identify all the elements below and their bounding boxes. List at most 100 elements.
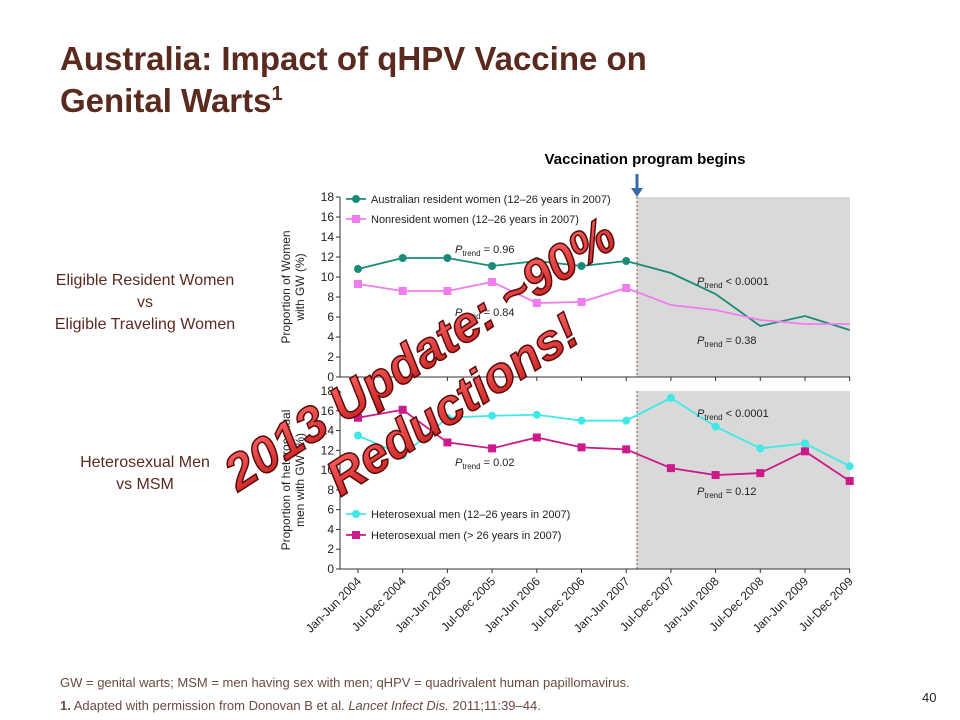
p-value: < 0.0001 [723,408,769,420]
men-label-line1: Heterosexual Men [80,454,210,471]
data-point [398,405,407,414]
y-tick-label: 8 [327,290,334,304]
p-subscript: trend [704,413,722,422]
p-value: < 0.0001 [723,276,769,288]
data-point [577,262,586,270]
y-tick-label: 18 [321,384,335,398]
citation-post: 2011;11:39–44. [448,698,541,713]
p-trend-annotation: Ptrend = 0.84 [455,307,515,321]
y-tick-label: 16 [321,404,335,418]
data-point [488,262,497,270]
data-point [443,413,452,422]
legend-label: Australian resident women (12–26 years i… [371,194,611,206]
y-tick-label: 12 [321,443,335,457]
data-point [577,298,586,306]
series-line [357,257,850,331]
y-tick-label: 12 [321,250,335,264]
p-symbol: P [697,276,705,288]
data-point [845,476,854,485]
p-subscript: trend [704,281,722,290]
p-value: = 0.96 [481,244,515,256]
legend-marker [352,215,360,223]
data-point [354,413,362,422]
series-line [357,396,851,467]
data-point [622,284,631,292]
title-line1: Australia: Impact of qHPV Vaccine on [60,40,647,77]
data-point [443,287,452,295]
data-point [488,278,497,286]
data-point [354,280,362,288]
women-chart-panel: 0 2 4 6 8 10 12 14 16 18 Proportion of Womenwith G… [279,190,851,384]
legend-marker [352,195,360,203]
vaccination-label: Vaccination program begins [545,151,746,168]
y-tick-label: 0 [327,562,334,576]
legend-marker [352,510,360,518]
y-axis-label-line: with GW (%) [293,253,307,321]
data-point [398,254,407,262]
y-tick-label: 14 [321,424,335,438]
y-tick-label: 4 [327,522,334,536]
men-label-line2: vs MSM [116,476,174,493]
series-line [357,408,851,482]
p-symbol: P [697,408,705,420]
data-point [443,254,452,262]
data-point [845,462,854,471]
vaccination-arrow-icon [631,188,643,197]
p-symbol: P [697,335,705,347]
p-symbol: P [455,244,463,256]
page-number: 40 [922,690,937,705]
y-tick-label: 18 [321,190,335,204]
y-axis-label: Proportion of heterosexualmen with GW (%… [279,410,307,551]
slide-title: Australia: Impact of qHPV Vaccine on Gen… [60,38,820,122]
citation-journal: Lancet Infect Dis. [348,698,449,713]
p-trend-annotation: Ptrend < 0.0001 [697,408,769,422]
y-tick-label: 16 [321,210,335,224]
title-superscript: 1 [271,83,283,105]
data-point [756,444,765,453]
y-tick-label: 0 [327,370,334,384]
men-chart-panel: 0 2 4 6 8 10 12 14 16 18 Proportion of heterosexua… [279,384,854,576]
p-subscript: trend [462,249,480,258]
legend-label: Heterosexual men (> 26 years in 2007) [371,530,561,542]
data-point [711,422,720,431]
legend-label: Heterosexual men (12–26 years in 2007) [371,509,570,521]
y-axis-label-line: Proportion of heterosexual [279,410,293,551]
p-subscript: trend [462,312,480,321]
data-point [666,464,675,473]
series-line [357,281,850,325]
data-point [577,416,586,425]
y-tick-label: 10 [321,270,335,284]
p-trend-annotation: Ptrend = 0.38 [697,335,757,349]
title-line2: Genital Warts [60,82,272,119]
y-axis-label-line: men with GW (%) [293,433,307,527]
women-label-line3: Eligible Traveling Women [54,316,236,333]
men-comparison-label: Heterosexual Men vs MSM [40,452,250,496]
data-point [756,469,765,478]
data-point [801,439,809,448]
data-point [443,438,452,447]
p-subscript: trend [462,462,480,471]
data-point [532,299,541,307]
data-point [577,443,586,452]
y-axis-label-line: Proportion of Women [279,230,293,343]
p-value: = 0.84 [481,307,515,319]
p-value: = 0.12 [723,486,757,498]
p-subscript: trend [704,491,722,500]
women-comparison-label: Eligible Resident Women vs Eligible Trav… [30,270,260,336]
y-tick-label: 4 [327,330,334,344]
data-point [801,447,809,456]
y-tick-label: 6 [327,503,334,517]
p-value: = 0.02 [481,457,515,469]
y-tick-label: 14 [321,230,335,244]
p-trend-annotation: Ptrend < 0.0001 [697,276,769,290]
p-value: = 0.38 [723,335,757,347]
data-point [398,287,407,295]
y-tick-label: 2 [327,350,334,364]
p-symbol: P [455,457,463,469]
data-point [354,265,362,273]
citation-pre: Adapted with permission from Donovan B e… [70,698,349,713]
legend-marker [352,531,360,539]
p-symbol: P [697,486,705,498]
